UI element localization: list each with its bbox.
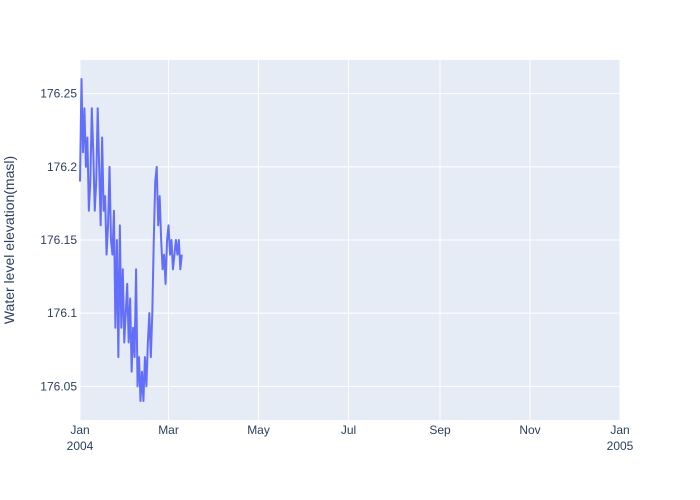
x-tick-label: Jan — [610, 423, 629, 437]
series-line — [79, 78, 183, 402]
x-tick-year-label: 2005 — [607, 439, 634, 453]
x-tick-label: May — [247, 423, 270, 437]
y-tick-label: 176.05 — [40, 379, 77, 393]
y-tick-label: 176.15 — [40, 233, 77, 247]
x-tick-year-label: 2004 — [67, 439, 94, 453]
x-tick-label: Nov — [519, 423, 540, 437]
x-tick-label: Sep — [429, 423, 451, 437]
x-tick-label: Mar — [158, 423, 179, 437]
y-tick-label: 176.1 — [47, 306, 77, 320]
x-tick-label: Jul — [341, 423, 356, 437]
series-group — [79, 78, 183, 402]
x-tick-label: Jan — [70, 423, 89, 437]
y-tick-label: 176.2 — [47, 160, 77, 174]
y-tick-label: 176.25 — [40, 87, 77, 101]
y-axis-ticks: 176.05 176.1 176.15 176.2 176.25 — [40, 87, 77, 394]
y-axis-title: Water level elevation(masl) — [1, 156, 17, 324]
x-axis-ticks: Jan 2004 Mar May Jul Sep Nov Jan 2005 — [67, 423, 634, 453]
